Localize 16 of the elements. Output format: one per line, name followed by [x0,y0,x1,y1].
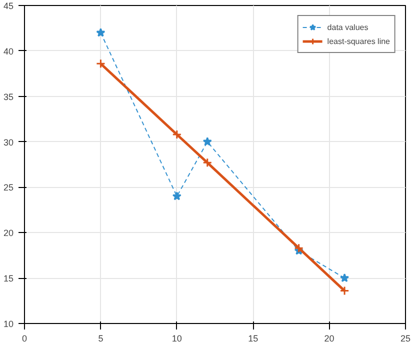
x-tick-label: 5 [98,334,104,344]
legend-label: data values [327,22,368,34]
y-tick-label: 20 [3,228,14,238]
x-tick-label: 10 [172,334,182,344]
y-tick-label: 40 [3,46,14,56]
y-tick-label: 35 [3,92,14,102]
y-tick-label: 10 [3,319,14,329]
x-tick-label: 25 [400,334,411,344]
legend-label: least-squares line [327,36,390,48]
y-tick-label: 25 [3,182,14,193]
x-tick-label: 15 [248,334,258,344]
y-tick-label: 15 [3,274,14,284]
y-tick-label: 30 [3,137,14,148]
x-tick-label: 0 [22,334,28,344]
x-tick-label: 20 [324,334,334,344]
y-tick-label: 45 [3,1,14,11]
